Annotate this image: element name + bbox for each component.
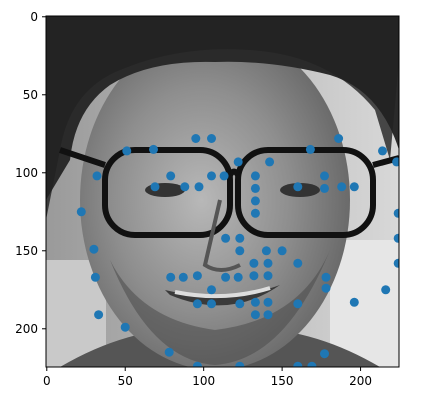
data-point: [250, 297, 260, 307]
data-point: [263, 271, 273, 281]
data-point: [393, 233, 399, 243]
x-tick-label: 0: [43, 374, 51, 388]
data-point: [293, 182, 303, 192]
data-point: [150, 182, 160, 192]
y-tick-label: 150: [15, 244, 38, 258]
data-point: [194, 182, 204, 192]
data-point: [305, 144, 315, 154]
data-point: [265, 157, 275, 167]
data-point: [277, 246, 287, 256]
data-point: [90, 272, 100, 282]
data-point: [207, 134, 216, 143]
x-tick-label: 50: [118, 374, 133, 388]
data-point: [166, 272, 176, 282]
data-point: [349, 297, 359, 307]
y-tick-label: 50: [23, 88, 38, 102]
data-point: [337, 182, 347, 192]
data-point: [263, 258, 273, 268]
y-axis: 0 50 100 150 200: [15, 10, 46, 336]
background-face-photo: [46, 16, 399, 367]
data-point: [307, 361, 317, 367]
data-point: [320, 183, 329, 193]
data-point: [321, 272, 331, 282]
data-point: [293, 361, 303, 367]
data-point: [207, 285, 216, 295]
data-point: [320, 349, 329, 359]
data-point: [250, 196, 260, 206]
data-point: [233, 272, 243, 282]
y-tick-label: 0: [30, 10, 38, 24]
data-point: [178, 272, 188, 282]
data-point: [381, 285, 391, 295]
data-point: [89, 244, 99, 254]
data-point: [164, 347, 174, 357]
x-axis: 0 50 100 150 200: [43, 367, 372, 388]
data-point: [249, 271, 259, 281]
data-point: [321, 283, 331, 293]
data-point: [263, 297, 273, 307]
data-point: [378, 146, 387, 156]
data-point: [192, 299, 202, 309]
data-point: [393, 208, 399, 218]
data-point: [122, 146, 132, 156]
points-layer: [76, 134, 399, 367]
data-point: [207, 299, 216, 309]
data-point: [320, 171, 329, 181]
data-point: [192, 361, 202, 367]
data-point: [221, 272, 231, 282]
data-point: [191, 134, 201, 143]
data-point: [235, 361, 245, 367]
data-point: [393, 258, 399, 268]
data-point: [250, 183, 260, 193]
data-point: [349, 182, 359, 192]
data-point: [250, 310, 260, 320]
data-point: [261, 246, 271, 256]
data-point: [235, 299, 245, 309]
data-point: [219, 171, 229, 181]
x-tick-label: 200: [349, 374, 372, 388]
data-point: [192, 271, 202, 281]
x-tick-label: 150: [271, 374, 294, 388]
data-point: [233, 157, 243, 167]
data-point: [392, 157, 399, 167]
data-point: [293, 258, 303, 268]
data-point: [235, 233, 245, 243]
data-point: [235, 246, 245, 256]
data-point: [76, 207, 86, 217]
data-point: [293, 299, 303, 309]
data-point: [263, 310, 273, 320]
data-point: [92, 171, 102, 181]
data-point: [120, 322, 130, 332]
data-point: [166, 171, 176, 181]
data-point: [207, 171, 216, 181]
data-point: [94, 310, 104, 320]
data-point: [250, 208, 260, 218]
data-point: [249, 258, 259, 268]
axes-frame: [45, 15, 400, 368]
x-tick-label: 100: [192, 374, 215, 388]
y-tick-label: 200: [15, 322, 38, 336]
data-point: [334, 134, 344, 143]
data-point: [149, 144, 158, 154]
data-point: [250, 171, 260, 181]
data-point: [221, 233, 231, 243]
data-point: [180, 182, 190, 192]
y-tick-label: 100: [15, 166, 38, 180]
